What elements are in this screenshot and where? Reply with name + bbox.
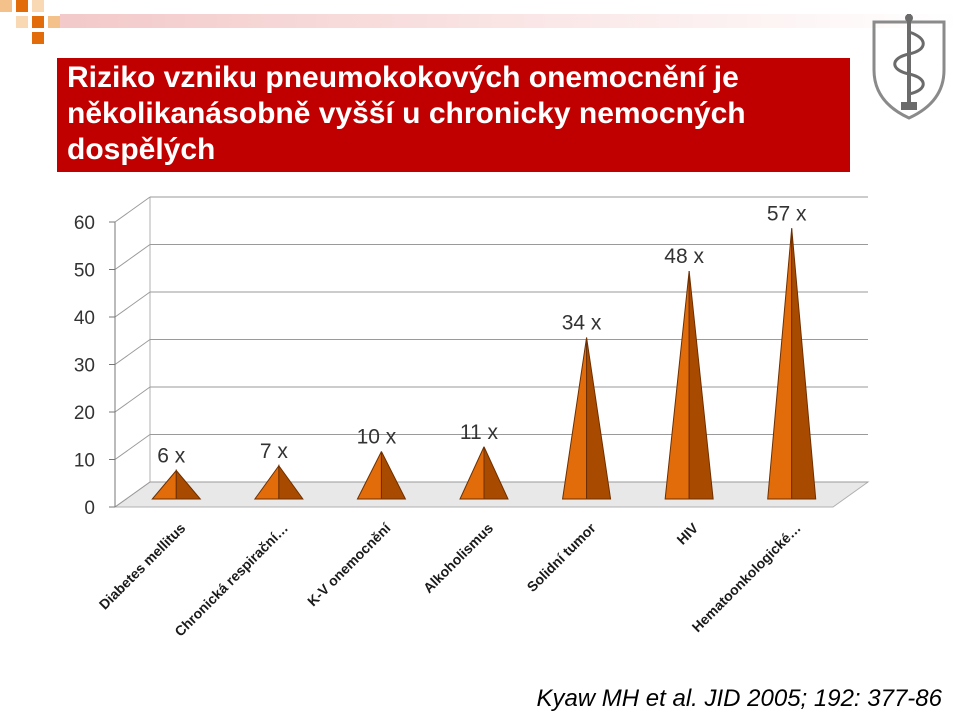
gridline-diagonal — [114, 339, 151, 365]
pyramid-left-face — [664, 270, 690, 500]
y-tick-label: 50 — [74, 261, 95, 282]
pyramid-left-face — [767, 228, 793, 500]
category-label: Alkoholismus — [420, 520, 496, 596]
category-label: Diabetes mellitus — [96, 520, 189, 613]
citation: Kyaw MH et al. JID 2005; 192: 377-86 — [536, 685, 942, 712]
category-label: Chronická respirační… — [171, 520, 291, 640]
gridline-diagonal — [114, 386, 151, 413]
y-tick-label: 20 — [74, 403, 95, 424]
y-tick-label: 10 — [74, 451, 95, 472]
risk-chart: 0 10 20 30 40 50 60 6 x Diabetes mellitus 7 x Chro… — [74, 196, 870, 640]
gridline-diagonal — [114, 291, 151, 318]
data-label: 7 x — [260, 440, 289, 463]
pyramid-left-face — [356, 451, 382, 500]
y-tick-label: 40 — [74, 308, 95, 329]
y-tick-label: 60 — [74, 213, 95, 234]
pyramid-right-face — [688, 270, 714, 500]
category-label: Hematoonkologické… — [689, 520, 804, 635]
decorative-squares — [0, 0, 60, 44]
data-label: 57 x — [767, 202, 807, 225]
pyramid-right-face — [586, 337, 612, 500]
pyramid-right-face — [791, 228, 817, 500]
gridline-diagonal — [114, 434, 151, 460]
data-label: 6 x — [157, 445, 186, 468]
data-label: 48 x — [664, 245, 704, 268]
data-label: 34 x — [562, 312, 602, 335]
category-label: Solidní tumor — [524, 519, 599, 594]
pyramid-right-face — [278, 464, 304, 500]
gridline-diagonal — [114, 196, 151, 223]
pyramid-right-face — [175, 469, 202, 500]
category-label: K-V onemocnění — [304, 519, 394, 609]
y-tick-label: 30 — [74, 356, 95, 377]
pyramid-right-face — [380, 451, 407, 500]
gridline-diagonal — [114, 481, 151, 508]
pyramid-left-face — [459, 446, 485, 500]
data-label: 11 x — [460, 421, 499, 444]
category-label: HIV — [673, 519, 701, 547]
pyramid-right-face — [483, 446, 509, 500]
caduceus-shield-icon — [872, 14, 946, 120]
slide-title: Riziko vzniku pneumokokových onemocnění … — [67, 61, 746, 166]
y-tick-label: 0 — [84, 498, 95, 519]
pyramid-left-face — [561, 337, 588, 500]
title-banner: Riziko vzniku pneumokokových onemocnění … — [57, 58, 850, 172]
data-label: 10 x — [357, 426, 397, 449]
header-band — [60, 14, 960, 28]
gridline-diagonal — [114, 244, 151, 270]
